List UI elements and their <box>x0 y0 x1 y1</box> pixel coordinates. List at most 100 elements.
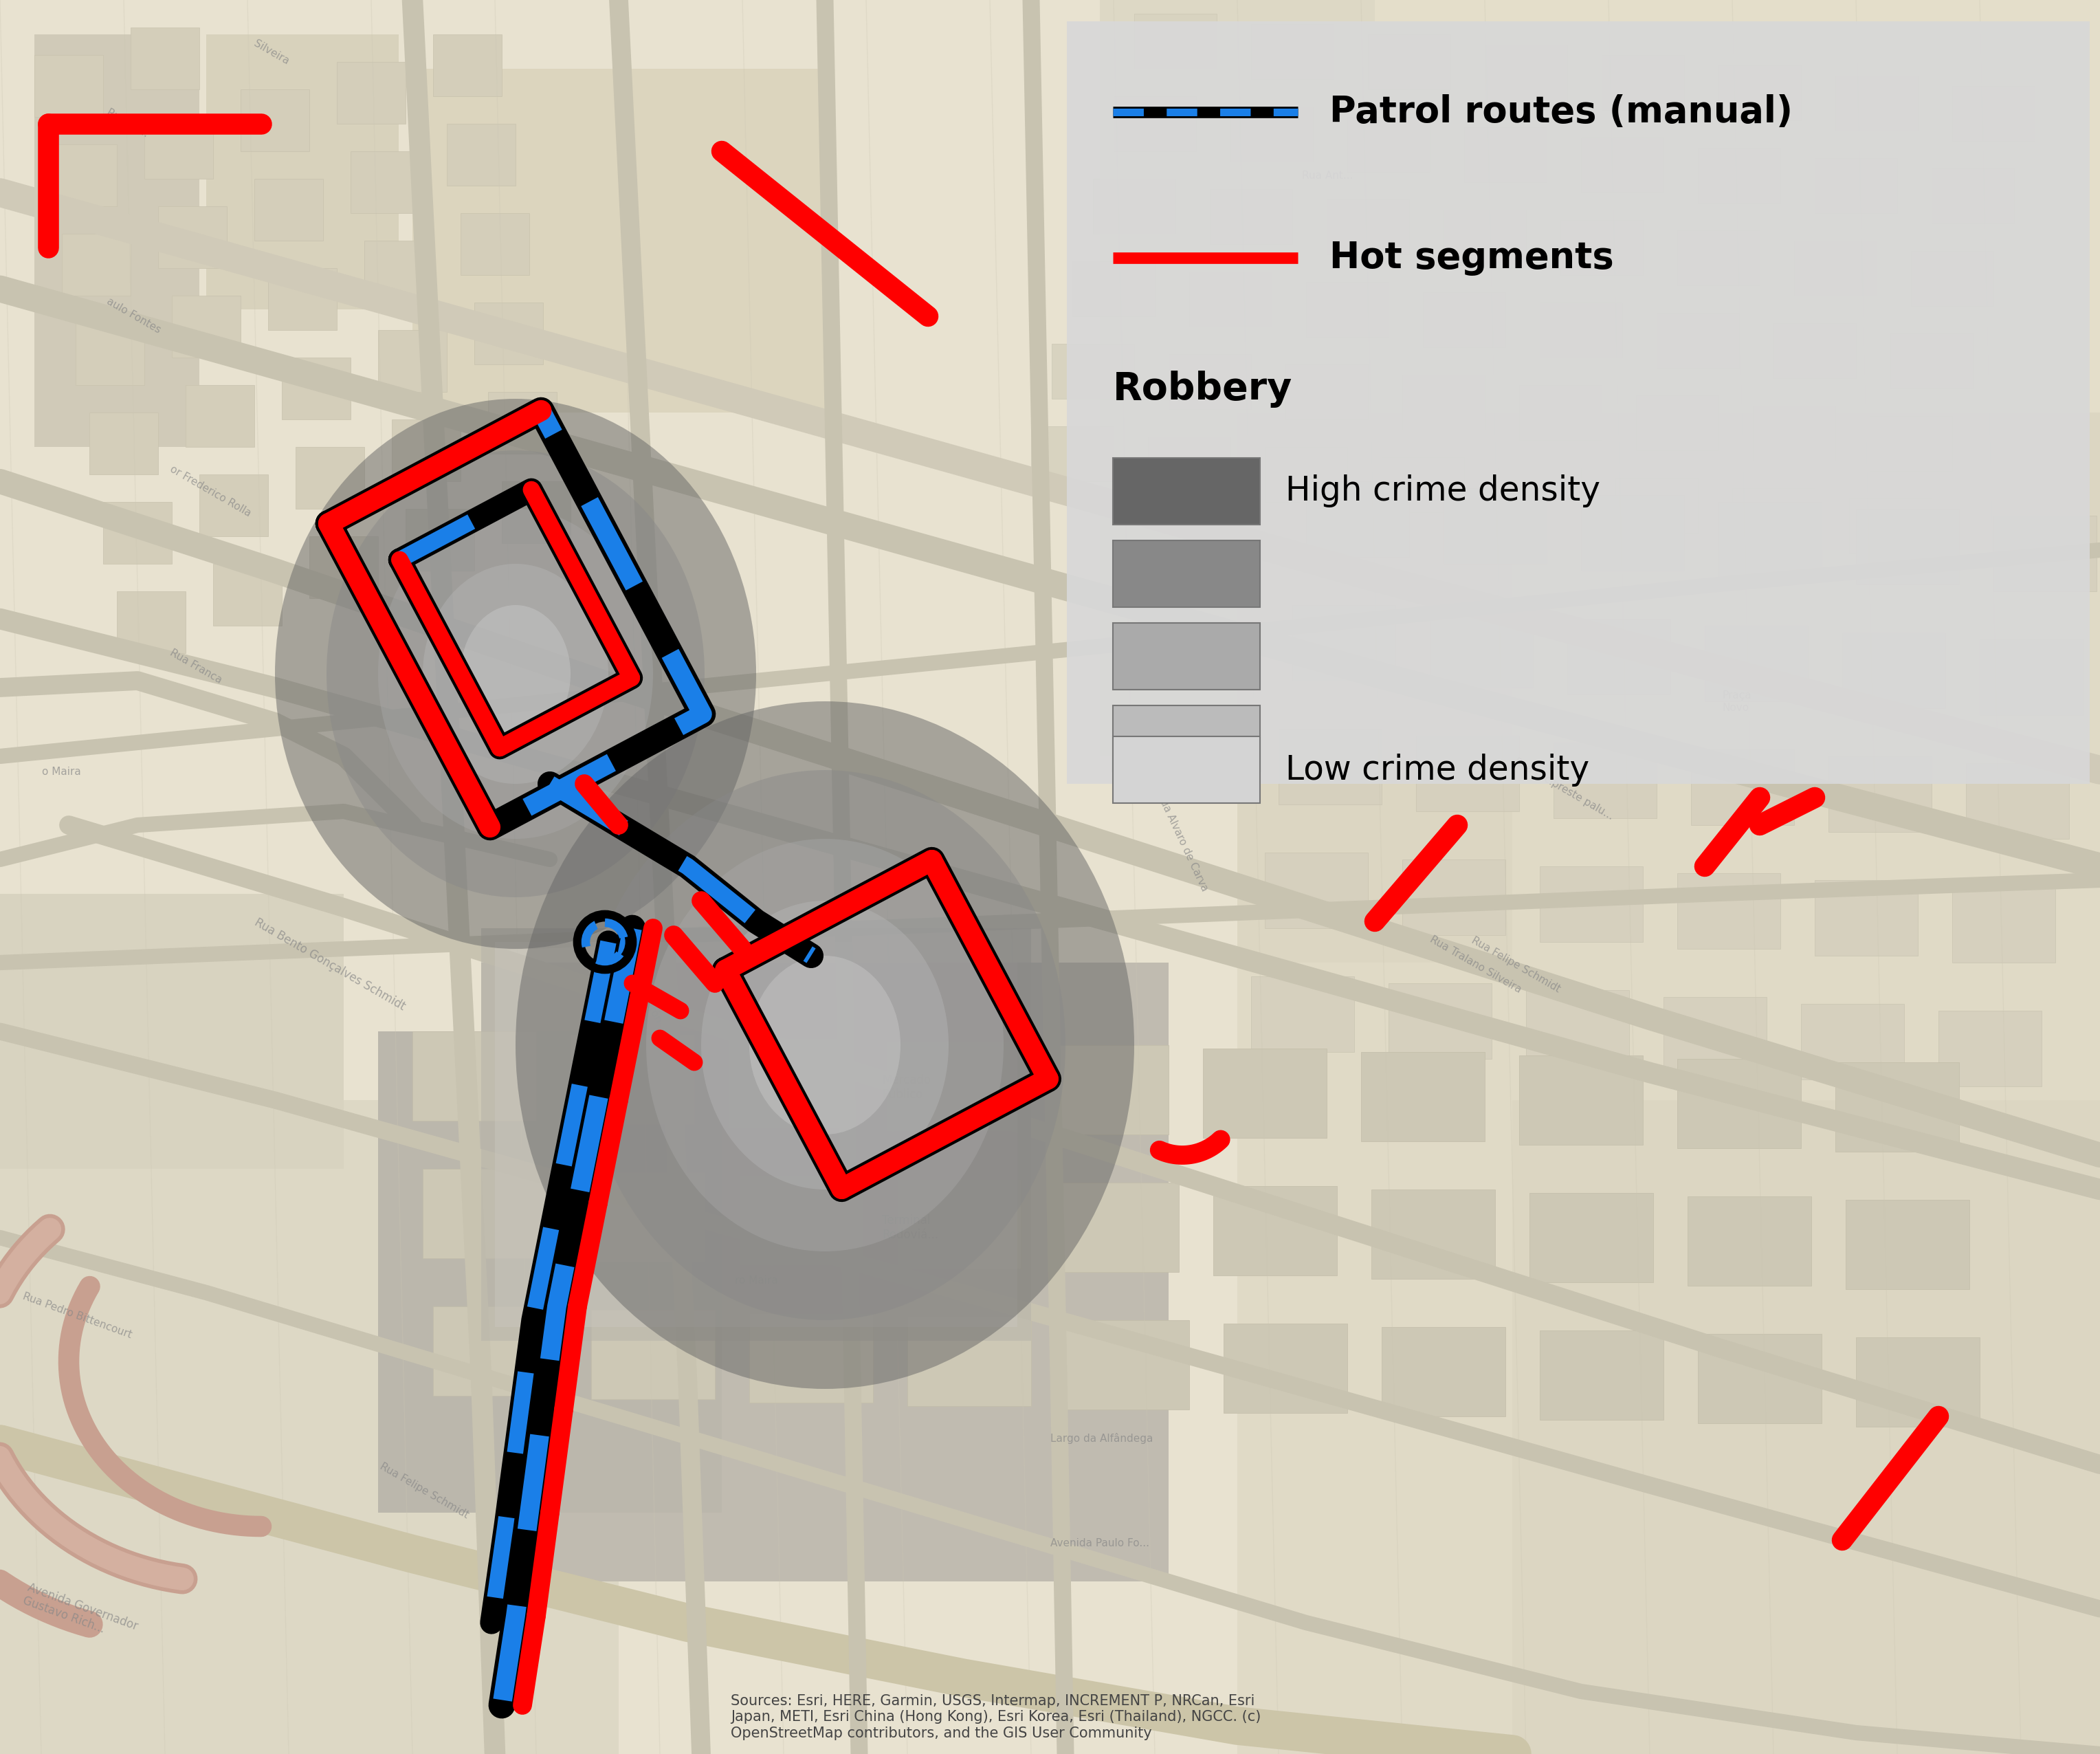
Bar <box>172 296 242 358</box>
Bar <box>460 214 529 275</box>
Ellipse shape <box>647 838 1004 1251</box>
Bar <box>1518 386 1602 440</box>
Bar <box>1285 365 1367 419</box>
Bar <box>1567 619 1670 695</box>
Bar <box>269 268 336 330</box>
Bar <box>1699 1333 1821 1422</box>
Bar <box>481 963 1168 1582</box>
Bar <box>351 151 420 214</box>
Bar <box>487 391 556 454</box>
Bar <box>1100 0 2100 412</box>
Bar <box>582 1172 706 1261</box>
Bar <box>1403 375 1485 430</box>
Bar <box>1657 312 1739 368</box>
Text: o Maira: o Maira <box>42 766 82 777</box>
Bar <box>1518 1056 1642 1145</box>
Bar <box>90 412 158 474</box>
Bar <box>158 207 227 268</box>
Text: Rua Arcipreste palu...: Rua Arcipreste palu... <box>1512 756 1615 823</box>
Bar <box>34 54 103 118</box>
Bar <box>1168 354 1252 409</box>
Bar <box>1512 1100 2100 1754</box>
Bar <box>1774 323 1856 379</box>
Bar <box>1065 1321 1189 1410</box>
Bar <box>1371 1189 1495 1279</box>
Bar <box>422 1168 546 1258</box>
Bar <box>1529 1193 1653 1282</box>
Bar <box>1224 1324 1348 1414</box>
Bar <box>393 419 460 481</box>
Bar <box>1856 1337 1980 1426</box>
Bar <box>118 591 185 652</box>
Bar <box>1252 977 1354 1052</box>
Bar <box>1814 881 1917 956</box>
Bar <box>1382 458 1464 512</box>
Bar <box>1932 168 2014 223</box>
Bar <box>34 35 200 447</box>
Text: Rua Felipe Schmidt: Rua Felipe Schmidt <box>1470 935 1562 995</box>
Bar <box>281 358 351 419</box>
Text: Mercado
Público: Mercado Público <box>882 1073 930 1102</box>
Bar <box>48 144 118 207</box>
Bar <box>1306 481 1409 558</box>
Bar <box>1264 852 1367 928</box>
Bar <box>1842 633 1945 709</box>
Text: Low crime density: Low crime density <box>1285 754 1590 786</box>
Bar <box>475 302 544 365</box>
Bar <box>1382 1328 1506 1417</box>
Bar <box>1911 251 1993 305</box>
Text: aulo Fontes: aulo Fontes <box>105 296 162 335</box>
Bar <box>1054 1182 1178 1272</box>
Text: Largo da Alfândega: Largo da Alfândega <box>1050 1433 1153 1444</box>
Bar <box>212 563 281 626</box>
Ellipse shape <box>460 605 571 742</box>
Text: Rua Pedro Bittencourt: Rua Pedro Bittencourt <box>21 1291 132 1340</box>
Bar <box>61 233 130 296</box>
Bar <box>1890 333 1972 388</box>
Bar <box>1424 293 1506 347</box>
Bar <box>405 509 475 570</box>
Bar <box>1527 989 1630 1066</box>
Bar <box>1443 210 1527 265</box>
Ellipse shape <box>378 509 653 838</box>
Bar <box>1953 888 2056 963</box>
Bar <box>1292 605 1394 681</box>
Bar <box>1980 640 2083 716</box>
Bar <box>750 1314 874 1403</box>
Bar <box>1690 749 1793 824</box>
Bar <box>1678 873 1781 949</box>
Bar <box>76 323 145 386</box>
Bar <box>1512 551 2100 1031</box>
Bar <box>296 447 363 509</box>
Bar <box>378 330 447 391</box>
Bar <box>1688 1196 1812 1286</box>
Bar <box>1067 21 2090 784</box>
Bar <box>1835 75 1917 130</box>
Bar <box>1732 488 1814 544</box>
Bar <box>907 1317 1031 1407</box>
Bar <box>254 179 323 240</box>
Bar <box>1678 230 1760 286</box>
Bar <box>433 35 502 96</box>
Bar <box>1113 96 1197 151</box>
Ellipse shape <box>750 956 901 1135</box>
Text: Rua Alvaro de Carva: Rua Alvaro de Carva <box>1155 791 1210 893</box>
Bar <box>1113 540 1260 607</box>
Bar <box>1210 189 1292 244</box>
Bar <box>1403 859 1506 935</box>
Bar <box>1705 626 1808 702</box>
Bar <box>1361 1052 1485 1142</box>
Bar <box>1846 1200 1970 1289</box>
Bar <box>1539 866 1642 942</box>
Bar <box>1443 488 1546 563</box>
Bar <box>1869 416 1953 472</box>
Text: High crime density: High crime density <box>1285 475 1600 507</box>
Bar <box>200 474 269 537</box>
Bar <box>1718 502 1821 577</box>
Bar <box>1264 447 1348 502</box>
Bar <box>1581 495 1684 570</box>
Text: Rua Jerón: Rua Jerón <box>630 975 664 1024</box>
Bar <box>1113 705 1260 772</box>
Bar <box>1966 763 2068 838</box>
Bar <box>1850 498 1932 554</box>
